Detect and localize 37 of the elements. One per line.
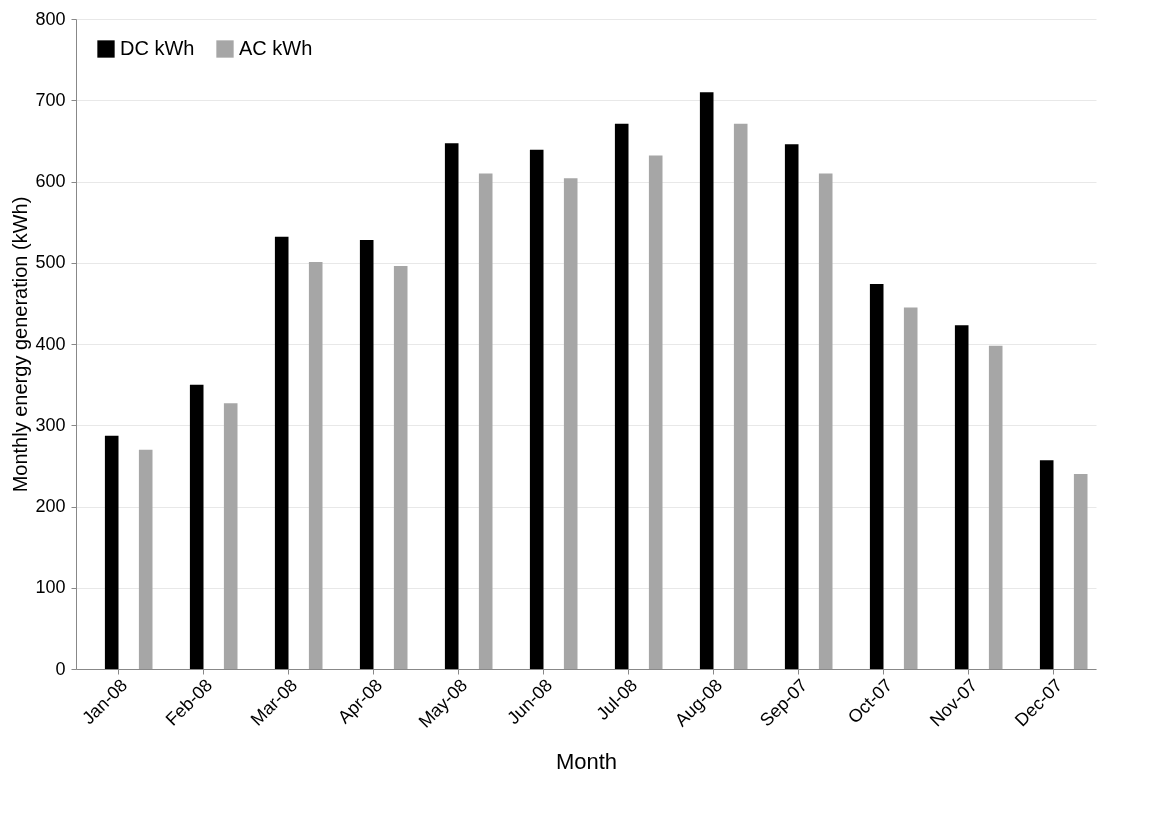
legend-label: AC kWh bbox=[239, 37, 313, 59]
y-tick-label: 800 bbox=[35, 8, 66, 29]
bar bbox=[529, 149, 544, 669]
y-tick-label: 200 bbox=[35, 496, 66, 516]
bar bbox=[563, 178, 578, 669]
bar bbox=[988, 345, 1003, 669]
bar bbox=[223, 403, 238, 669]
bar bbox=[818, 173, 833, 669]
bar bbox=[648, 155, 663, 669]
y-tick-label: 0 bbox=[55, 658, 66, 679]
bar bbox=[393, 266, 408, 669]
bar bbox=[1073, 474, 1088, 669]
bar bbox=[444, 143, 459, 669]
y-tick-label: 500 bbox=[35, 252, 66, 273]
legend-label: DC kWh bbox=[120, 37, 195, 59]
y-tick-label: 700 bbox=[35, 89, 66, 110]
bar bbox=[478, 173, 493, 669]
bar bbox=[274, 236, 289, 669]
y-tick-label: 100 bbox=[35, 577, 66, 598]
bar bbox=[614, 123, 629, 669]
y-axis-title: Monthly energy generation (kWh) bbox=[9, 196, 32, 493]
bar bbox=[869, 283, 884, 669]
bar bbox=[1039, 460, 1054, 669]
x-axis-title: Month bbox=[555, 748, 618, 774]
bar bbox=[954, 325, 969, 669]
bar bbox=[699, 92, 714, 669]
bar bbox=[903, 307, 918, 669]
y-tick-label: 300 bbox=[35, 414, 66, 435]
y-tick-label: 400 bbox=[35, 333, 66, 354]
bar bbox=[733, 123, 748, 669]
bar bbox=[784, 144, 799, 669]
bar bbox=[359, 240, 374, 669]
bar bbox=[189, 384, 204, 669]
bar bbox=[138, 449, 153, 669]
y-tick-label: 600 bbox=[35, 171, 66, 191]
bar bbox=[308, 261, 323, 669]
bar bbox=[104, 435, 119, 669]
